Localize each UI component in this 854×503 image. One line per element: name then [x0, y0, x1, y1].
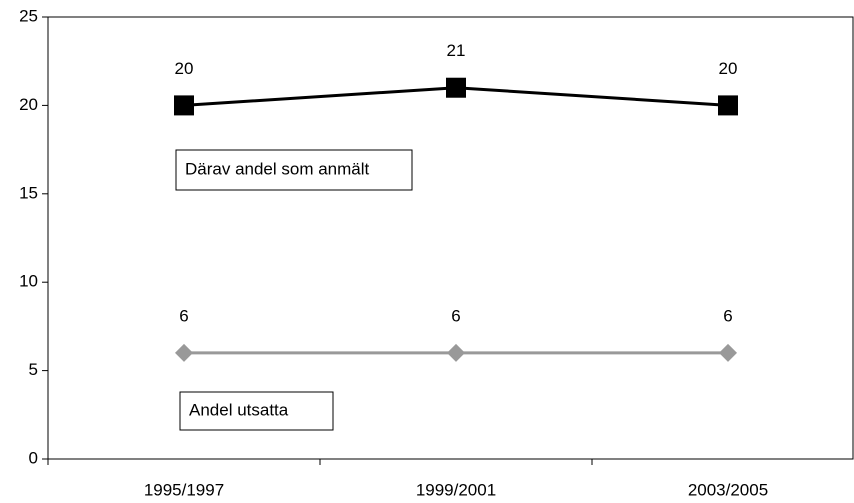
marker — [174, 95, 194, 116]
plot-frame — [47, 16, 854, 460]
data-label: 21 — [447, 41, 466, 60]
data-label: 6 — [723, 306, 732, 325]
data-label: 6 — [451, 306, 460, 325]
y-tick-label: 0 — [29, 448, 38, 467]
y-tick-label: 15 — [19, 183, 38, 202]
legend-box — [179, 391, 334, 431]
marker — [718, 95, 738, 116]
y-tick-label: 20 — [19, 95, 38, 114]
y-tick-label: 5 — [29, 360, 38, 379]
y-tick-label: 25 — [19, 6, 38, 25]
data-label: 20 — [175, 59, 194, 78]
legend-label: Andel utsatta — [189, 400, 289, 419]
data-label: 20 — [719, 59, 738, 78]
marker — [447, 343, 465, 362]
y-tick-label: 10 — [19, 272, 38, 291]
legend-box — [175, 149, 413, 191]
marker — [719, 343, 737, 362]
x-tick-label: 1999/2001 — [416, 480, 496, 499]
marker — [446, 77, 466, 98]
x-tick-label: 1995/1997 — [144, 480, 224, 499]
marker — [175, 343, 193, 362]
data-label: 6 — [179, 306, 188, 325]
x-tick-label: 2003/2005 — [688, 480, 768, 499]
legend-label: Därav andel som anmält — [185, 159, 370, 178]
